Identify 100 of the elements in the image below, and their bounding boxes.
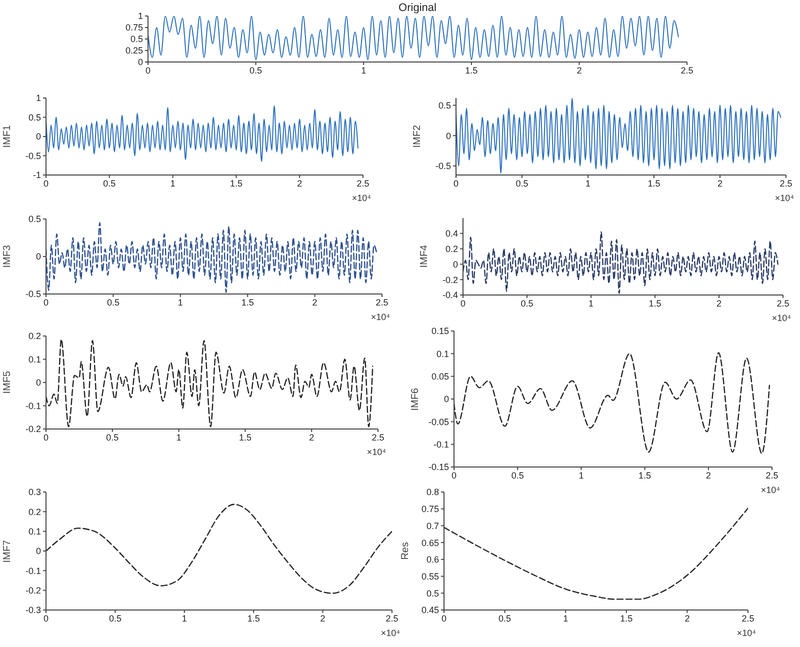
x-tick-label: 2 — [716, 298, 722, 308]
y-tick-label: -1 — [32, 170, 41, 180]
y-tick-label: -0.2 — [25, 586, 41, 596]
y-tick-label: 0.75 — [421, 504, 439, 514]
y-tick-label: 0 — [444, 394, 449, 404]
x-tick-label: 2 — [684, 613, 690, 624]
x-tick-label: 1 — [170, 178, 176, 188]
y-tick-label: 0.75 — [125, 22, 143, 33]
x-tick-label: 0.5 — [106, 432, 119, 442]
text: ×10⁴ — [352, 193, 371, 204]
x-tick-label: 1.5 — [247, 613, 260, 624]
x-tick-label: 1 — [588, 298, 594, 308]
y-tick-label: 1 — [36, 93, 41, 104]
y-axis-title: IMF5 — [2, 371, 14, 394]
y-tick-label: 0.25 — [125, 46, 143, 56]
x-tick-label: 2.5 — [766, 470, 778, 480]
text: ×10⁴ — [772, 313, 791, 324]
x-tick-label: 2.5 — [356, 178, 370, 188]
y-tick-label: -0.5 — [435, 161, 451, 172]
x-tick-label: 0.5 — [108, 613, 122, 624]
y-tick-label: 0 — [446, 130, 451, 141]
x-tick-label: 2 — [312, 297, 318, 308]
y-tick-label: 0.2 — [28, 506, 41, 517]
x-tick-label: 0.5 — [520, 298, 534, 308]
x-tick-label: 2 — [717, 178, 723, 188]
y-tick-label: -0.2 — [442, 274, 458, 285]
x-tick-label: 1 — [578, 470, 584, 480]
y-tick-label: -0.1 — [433, 440, 449, 450]
line-series — [454, 352, 770, 454]
x-tick-label: 2.5 — [780, 178, 792, 188]
x-tick-label: 1.5 — [638, 470, 652, 480]
y-axis-title: Res — [400, 542, 412, 560]
x-tick-label: 2.5 — [742, 613, 754, 624]
y-tick-label: 0.8 — [426, 487, 439, 498]
y-tick-label: 0 — [36, 132, 41, 142]
x-tick-label: 0.5 — [511, 470, 524, 480]
x-tick-label: 0.5 — [106, 297, 120, 308]
x-tick-label: 0 — [43, 297, 49, 308]
y-tick-label: 0.5 — [438, 100, 451, 110]
text: ×10⁴ — [366, 447, 386, 458]
line-series — [46, 338, 374, 428]
x-tick-label: 2 — [706, 470, 711, 480]
line-series — [46, 504, 392, 594]
x-tick-label: 1 — [182, 613, 187, 624]
line-series — [456, 98, 782, 174]
x-tick-label: 1.5 — [238, 432, 252, 442]
y-axis-title: IMF1 — [2, 125, 14, 148]
x-tick-label: 1.5 — [620, 613, 633, 624]
y-tick-label: 0.5 — [28, 214, 41, 224]
y-tick-label: 0.7 — [426, 520, 439, 531]
y-tick-label: -0.5 — [25, 289, 41, 300]
y-axis-title: IMF3 — [2, 245, 14, 268]
y-tick-label: 0.5 — [426, 588, 439, 598]
x-tick-label: 2 — [320, 613, 326, 624]
x-tick-label: 1 — [176, 432, 182, 442]
x-tick-label: 0.5 — [250, 65, 262, 76]
x-tick-label: 1.5 — [465, 65, 478, 76]
y-tick-label: 0.45 — [421, 605, 439, 616]
x-tick-label: 1 — [585, 178, 591, 188]
y-axis-title: IMF7 — [2, 540, 14, 562]
y-axis-title: IMF6 — [410, 388, 422, 410]
x-tick-label: 2.5 — [386, 613, 398, 624]
y-tick-label: 0.2 — [28, 331, 41, 342]
y-tick-label: 0.2 — [445, 244, 458, 254]
y-tick-label: 0.65 — [421, 538, 439, 548]
y-tick-label: -0.05 — [428, 416, 449, 427]
text: ×10⁴ — [736, 628, 756, 639]
x-tick-label: 0 — [145, 65, 151, 76]
x-tick-label: 0.5 — [498, 613, 512, 624]
y-tick-label: 0 — [36, 252, 41, 262]
y-tick-label: 0.3 — [28, 487, 41, 498]
y-tick-label: -0.4 — [442, 290, 458, 300]
text: ×10⁴ — [380, 628, 400, 639]
line-series — [148, 16, 679, 60]
x-tick-label: 0.5 — [516, 178, 528, 188]
x-tick-label: 2 — [576, 65, 582, 76]
y-tick-label: -0.5 — [25, 150, 41, 161]
x-tick-label: 2.5 — [372, 432, 384, 442]
x-tick-label: 2 — [309, 432, 314, 442]
y-axis-title: IMF2 — [412, 125, 424, 148]
y-tick-label: 0 — [36, 378, 41, 388]
line-series — [463, 231, 778, 294]
y-tick-label: 0.5 — [130, 34, 143, 44]
x-tick-label: 0 — [43, 432, 49, 442]
y-tick-label: 0.1 — [28, 526, 41, 537]
line-series — [444, 508, 748, 600]
line-series — [46, 105, 358, 162]
y-tick-label: -0.1 — [25, 566, 41, 576]
y-tick-label: 0.4 — [445, 228, 458, 239]
y-tick-label: 0.6 — [426, 554, 439, 565]
y-axis-title: IMF4 — [419, 245, 431, 268]
y-tick-label: 0.05 — [431, 372, 449, 382]
y-tick-label: -0.1 — [25, 400, 41, 411]
y-tick-label: 0 — [138, 57, 143, 68]
x-tick-label: 0.5 — [103, 178, 116, 188]
y-tick-label: 0.1 — [436, 348, 449, 359]
text: ×10⁴ — [370, 312, 390, 323]
y-tick-label: 0 — [452, 259, 458, 270]
text: ×10⁴ — [774, 193, 794, 204]
x-tick-label: 1 — [178, 297, 183, 308]
